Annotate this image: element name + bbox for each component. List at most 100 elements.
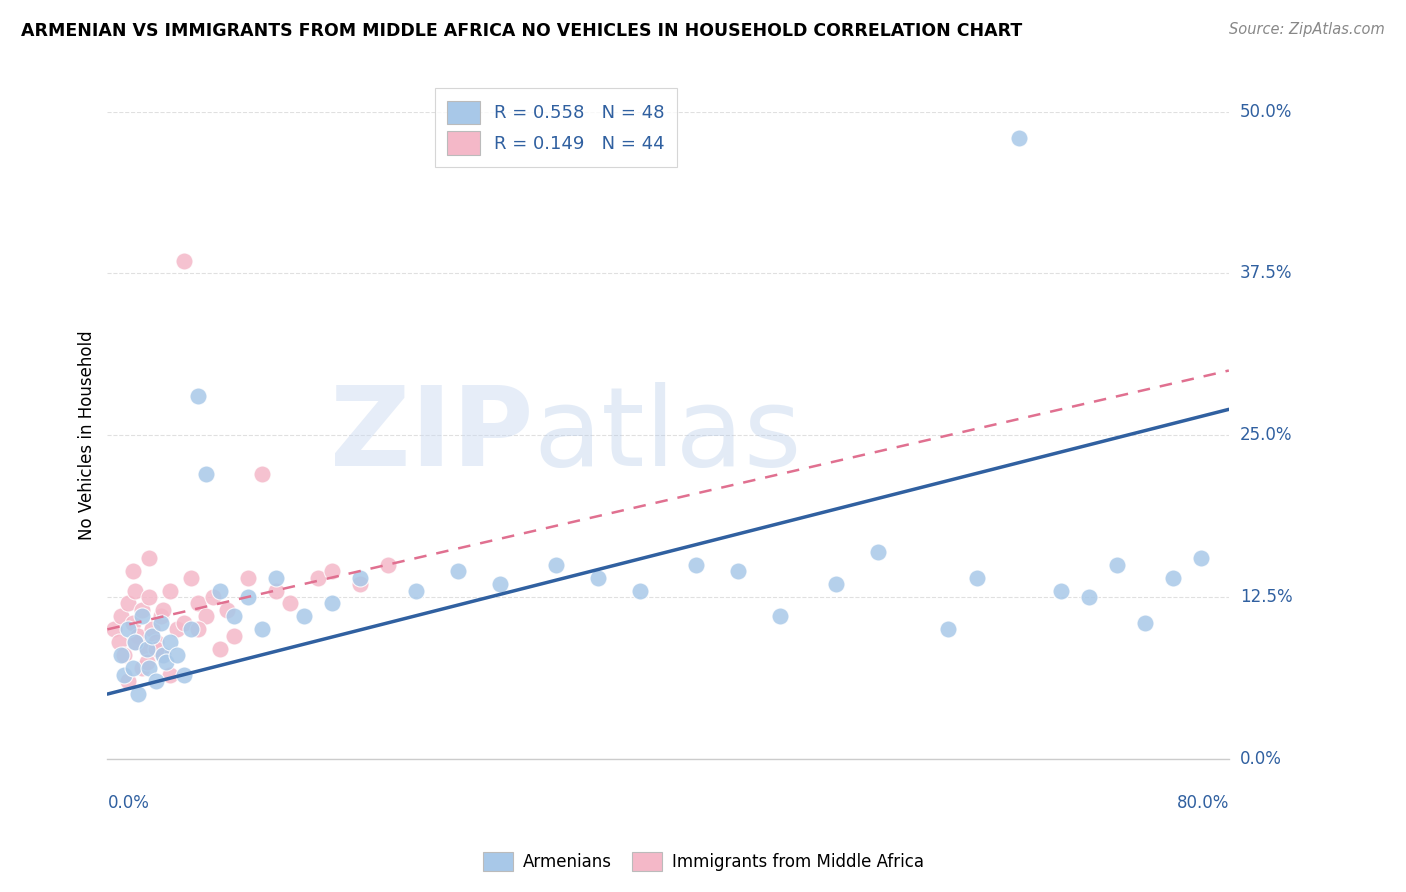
Point <box>166 623 188 637</box>
Point <box>1049 583 1071 598</box>
Point <box>187 597 209 611</box>
Point <box>180 571 202 585</box>
Point <box>166 648 188 663</box>
Point <box>215 603 238 617</box>
Point <box>278 597 301 611</box>
Point <box>159 583 181 598</box>
Point <box>489 577 512 591</box>
Text: 37.5%: 37.5% <box>1240 264 1292 283</box>
Point <box>138 551 160 566</box>
Text: 25.0%: 25.0% <box>1240 426 1292 444</box>
Point <box>201 590 224 604</box>
Point <box>1189 551 1212 566</box>
Point <box>141 629 163 643</box>
Point <box>264 571 287 585</box>
Point <box>141 623 163 637</box>
Point <box>222 609 245 624</box>
Point <box>131 603 153 617</box>
Point <box>1077 590 1099 604</box>
Point <box>769 609 792 624</box>
Point <box>349 577 371 591</box>
Point <box>292 609 315 624</box>
Point <box>124 635 146 649</box>
Point <box>236 590 259 604</box>
Point <box>1133 615 1156 630</box>
Point <box>208 583 231 598</box>
Point <box>121 615 143 630</box>
Point <box>727 564 749 578</box>
Text: atlas: atlas <box>533 382 801 489</box>
Text: Source: ZipAtlas.com: Source: ZipAtlas.com <box>1229 22 1385 37</box>
Legend: R = 0.558   N = 48, R = 0.149   N = 44: R = 0.558 N = 48, R = 0.149 N = 44 <box>434 88 678 167</box>
Point <box>103 623 125 637</box>
Point <box>250 623 273 637</box>
Point <box>149 615 172 630</box>
Point <box>868 545 890 559</box>
Point <box>1105 558 1128 572</box>
Point <box>966 571 988 585</box>
Point <box>117 597 139 611</box>
Text: 0.0%: 0.0% <box>1240 750 1282 768</box>
Point <box>138 661 160 675</box>
Point <box>117 623 139 637</box>
Point <box>1007 130 1029 145</box>
Point <box>138 590 160 604</box>
Point <box>173 253 195 268</box>
Point <box>544 558 567 572</box>
Text: 80.0%: 80.0% <box>1177 795 1229 813</box>
Point <box>112 667 135 681</box>
Point <box>222 629 245 643</box>
Text: 12.5%: 12.5% <box>1240 588 1292 606</box>
Y-axis label: No Vehicles in Household: No Vehicles in Household <box>79 330 96 540</box>
Point <box>159 667 181 681</box>
Point <box>180 623 202 637</box>
Text: 50.0%: 50.0% <box>1240 103 1292 120</box>
Point <box>149 609 172 624</box>
Point <box>1161 571 1184 585</box>
Point <box>121 564 143 578</box>
Point <box>159 635 181 649</box>
Point <box>208 641 231 656</box>
Point <box>685 558 707 572</box>
Point <box>152 648 174 663</box>
Point <box>124 635 146 649</box>
Point <box>187 623 209 637</box>
Point <box>173 667 195 681</box>
Point <box>825 577 848 591</box>
Point <box>194 467 217 481</box>
Legend: Armenians, Immigrants from Middle Africa: Armenians, Immigrants from Middle Africa <box>474 843 932 880</box>
Point <box>377 558 399 572</box>
Point <box>117 674 139 689</box>
Point <box>307 571 329 585</box>
Point <box>110 609 132 624</box>
Point <box>107 635 129 649</box>
Point <box>135 641 157 656</box>
Text: ZIP: ZIP <box>330 382 533 489</box>
Point <box>127 629 149 643</box>
Point <box>145 641 167 656</box>
Text: ARMENIAN VS IMMIGRANTS FROM MIDDLE AFRICA NO VEHICLES IN HOUSEHOLD CORRELATION C: ARMENIAN VS IMMIGRANTS FROM MIDDLE AFRIC… <box>21 22 1022 40</box>
Point <box>112 648 135 663</box>
Point <box>405 583 427 598</box>
Point <box>187 389 209 403</box>
Text: 0.0%: 0.0% <box>107 795 149 813</box>
Point <box>131 609 153 624</box>
Point <box>264 583 287 598</box>
Point <box>236 571 259 585</box>
Point <box>152 603 174 617</box>
Point <box>152 648 174 663</box>
Point <box>131 661 153 675</box>
Point <box>321 597 343 611</box>
Point <box>321 564 343 578</box>
Point <box>447 564 470 578</box>
Point <box>194 609 217 624</box>
Point <box>628 583 651 598</box>
Point <box>121 661 143 675</box>
Point <box>124 583 146 598</box>
Point <box>145 635 167 649</box>
Point <box>135 641 157 656</box>
Point <box>145 674 167 689</box>
Point <box>250 467 273 481</box>
Point <box>173 615 195 630</box>
Point <box>127 687 149 701</box>
